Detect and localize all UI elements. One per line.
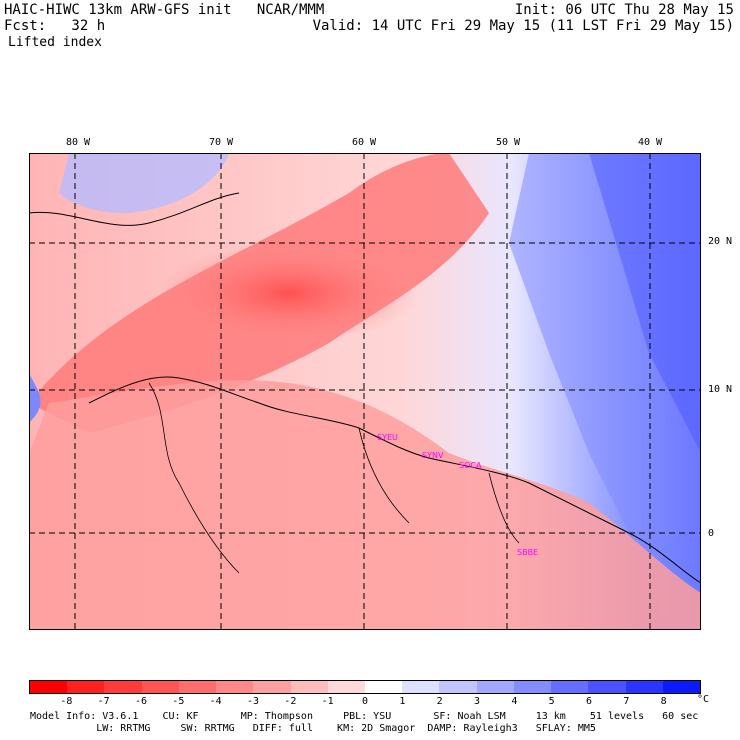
- field-name: Lifted index: [8, 35, 102, 50]
- pacific-stable-region: [29, 373, 41, 423]
- lifted-index-map: SYEU SYNV SOCA SBBE: [29, 153, 701, 630]
- colorbar-swatch: [662, 681, 700, 693]
- lon-label-60w: 60 W: [352, 137, 377, 148]
- colorbar-swatch: [178, 681, 217, 693]
- init-time: Init: 06 UTC Thu 28 May 15: [514, 2, 734, 18]
- country-border: [488, 472, 520, 544]
- colorbar: [29, 680, 701, 694]
- colorbar-tick-label: -3: [246, 696, 260, 707]
- valid-time: Valid: 14 UTC Fri 29 May 15 (11 LST Fri …: [312, 18, 734, 34]
- continent-region: [29, 380, 701, 630]
- colorbar-tick-label: -2: [284, 696, 297, 707]
- lat-label-eq: 0: [708, 528, 715, 539]
- station-syeu: SYEU: [377, 433, 398, 442]
- colorbar-swatch: [30, 681, 68, 693]
- unstable-core: [159, 243, 419, 343]
- colorbar-swatch: [551, 681, 589, 693]
- colorbar-swatch: [513, 681, 552, 693]
- lon-label-70w: 70 W: [209, 137, 234, 148]
- colorbar-tick-label: 6: [585, 696, 593, 707]
- map-frame: [29, 153, 701, 630]
- colorbar-tick-label: 5: [548, 696, 555, 707]
- northwest-stable-region: [59, 153, 229, 214]
- lat-label-10n: 10 N: [708, 384, 733, 395]
- colorbar-tick-label: -7: [97, 696, 110, 707]
- colorbar-swatch: [439, 681, 477, 693]
- station-sbbe: SBBE: [517, 548, 538, 557]
- lat-label-20n: 20 N: [708, 236, 733, 247]
- colorbar-swatch: [588, 681, 626, 693]
- map-title: HAIC-HIWC 13km ARW-GFS init NCAR/MMM: [4, 2, 325, 18]
- colorbar-swatch: [327, 681, 365, 693]
- country-border: [358, 427, 410, 524]
- lon-label-80w: 80 W: [66, 137, 91, 148]
- colorbar-swatch: [476, 681, 514, 693]
- colorbar-tick-label: 3: [473, 696, 481, 707]
- colorbar-tick-label: -8: [60, 696, 73, 707]
- colorbar-swatch: [216, 681, 254, 693]
- colorbar-tick-label: 4: [511, 696, 518, 707]
- colorbar-swatch: [402, 681, 440, 693]
- colorbar-swatch: [104, 681, 142, 693]
- colorbar-tick-label: -1: [321, 696, 334, 707]
- stable-core-region: [589, 153, 701, 453]
- colorbar-swatch: [141, 681, 179, 693]
- country-border: [148, 382, 240, 574]
- south-america-coastline: [88, 376, 701, 584]
- model-info-line1: Model Info: V3.6.1 CU: KF MP: Thompson P…: [30, 711, 699, 722]
- colorbar-swatch: [67, 681, 105, 693]
- forecast-hour: Fcst: 32 h: [4, 18, 106, 34]
- station-synv: SYNV: [422, 451, 444, 460]
- colorbar-tick-label: 1: [399, 696, 406, 707]
- colorbar-unit: °C: [697, 694, 710, 705]
- station-soca: SOCA: [459, 461, 482, 470]
- colorbar-tick-label: 2: [436, 696, 443, 707]
- model-info-line2: LW: RRTMG SW: RRTMG DIFF: full KM: 2D Sm…: [30, 723, 596, 734]
- lon-label-50w: 50 W: [496, 137, 521, 148]
- colorbar-swatch: [253, 681, 291, 693]
- colorbar-tick-label: -6: [134, 696, 148, 707]
- colorbar-swatch: [364, 681, 403, 693]
- colorbar-tick-label: -4: [209, 696, 222, 707]
- colorbar-tick-label: -5: [172, 696, 185, 707]
- colorbar-tick-label: 7: [623, 696, 630, 707]
- colorbar-tick-label: 8: [660, 696, 667, 707]
- graticule: [29, 153, 701, 630]
- colorbar-swatch: [290, 681, 328, 693]
- lon-label-40w: 40 W: [638, 137, 663, 148]
- colorbar-swatch: [625, 681, 663, 693]
- colorbar-tick-label: 0: [361, 696, 369, 707]
- coastline: [29, 192, 240, 226]
